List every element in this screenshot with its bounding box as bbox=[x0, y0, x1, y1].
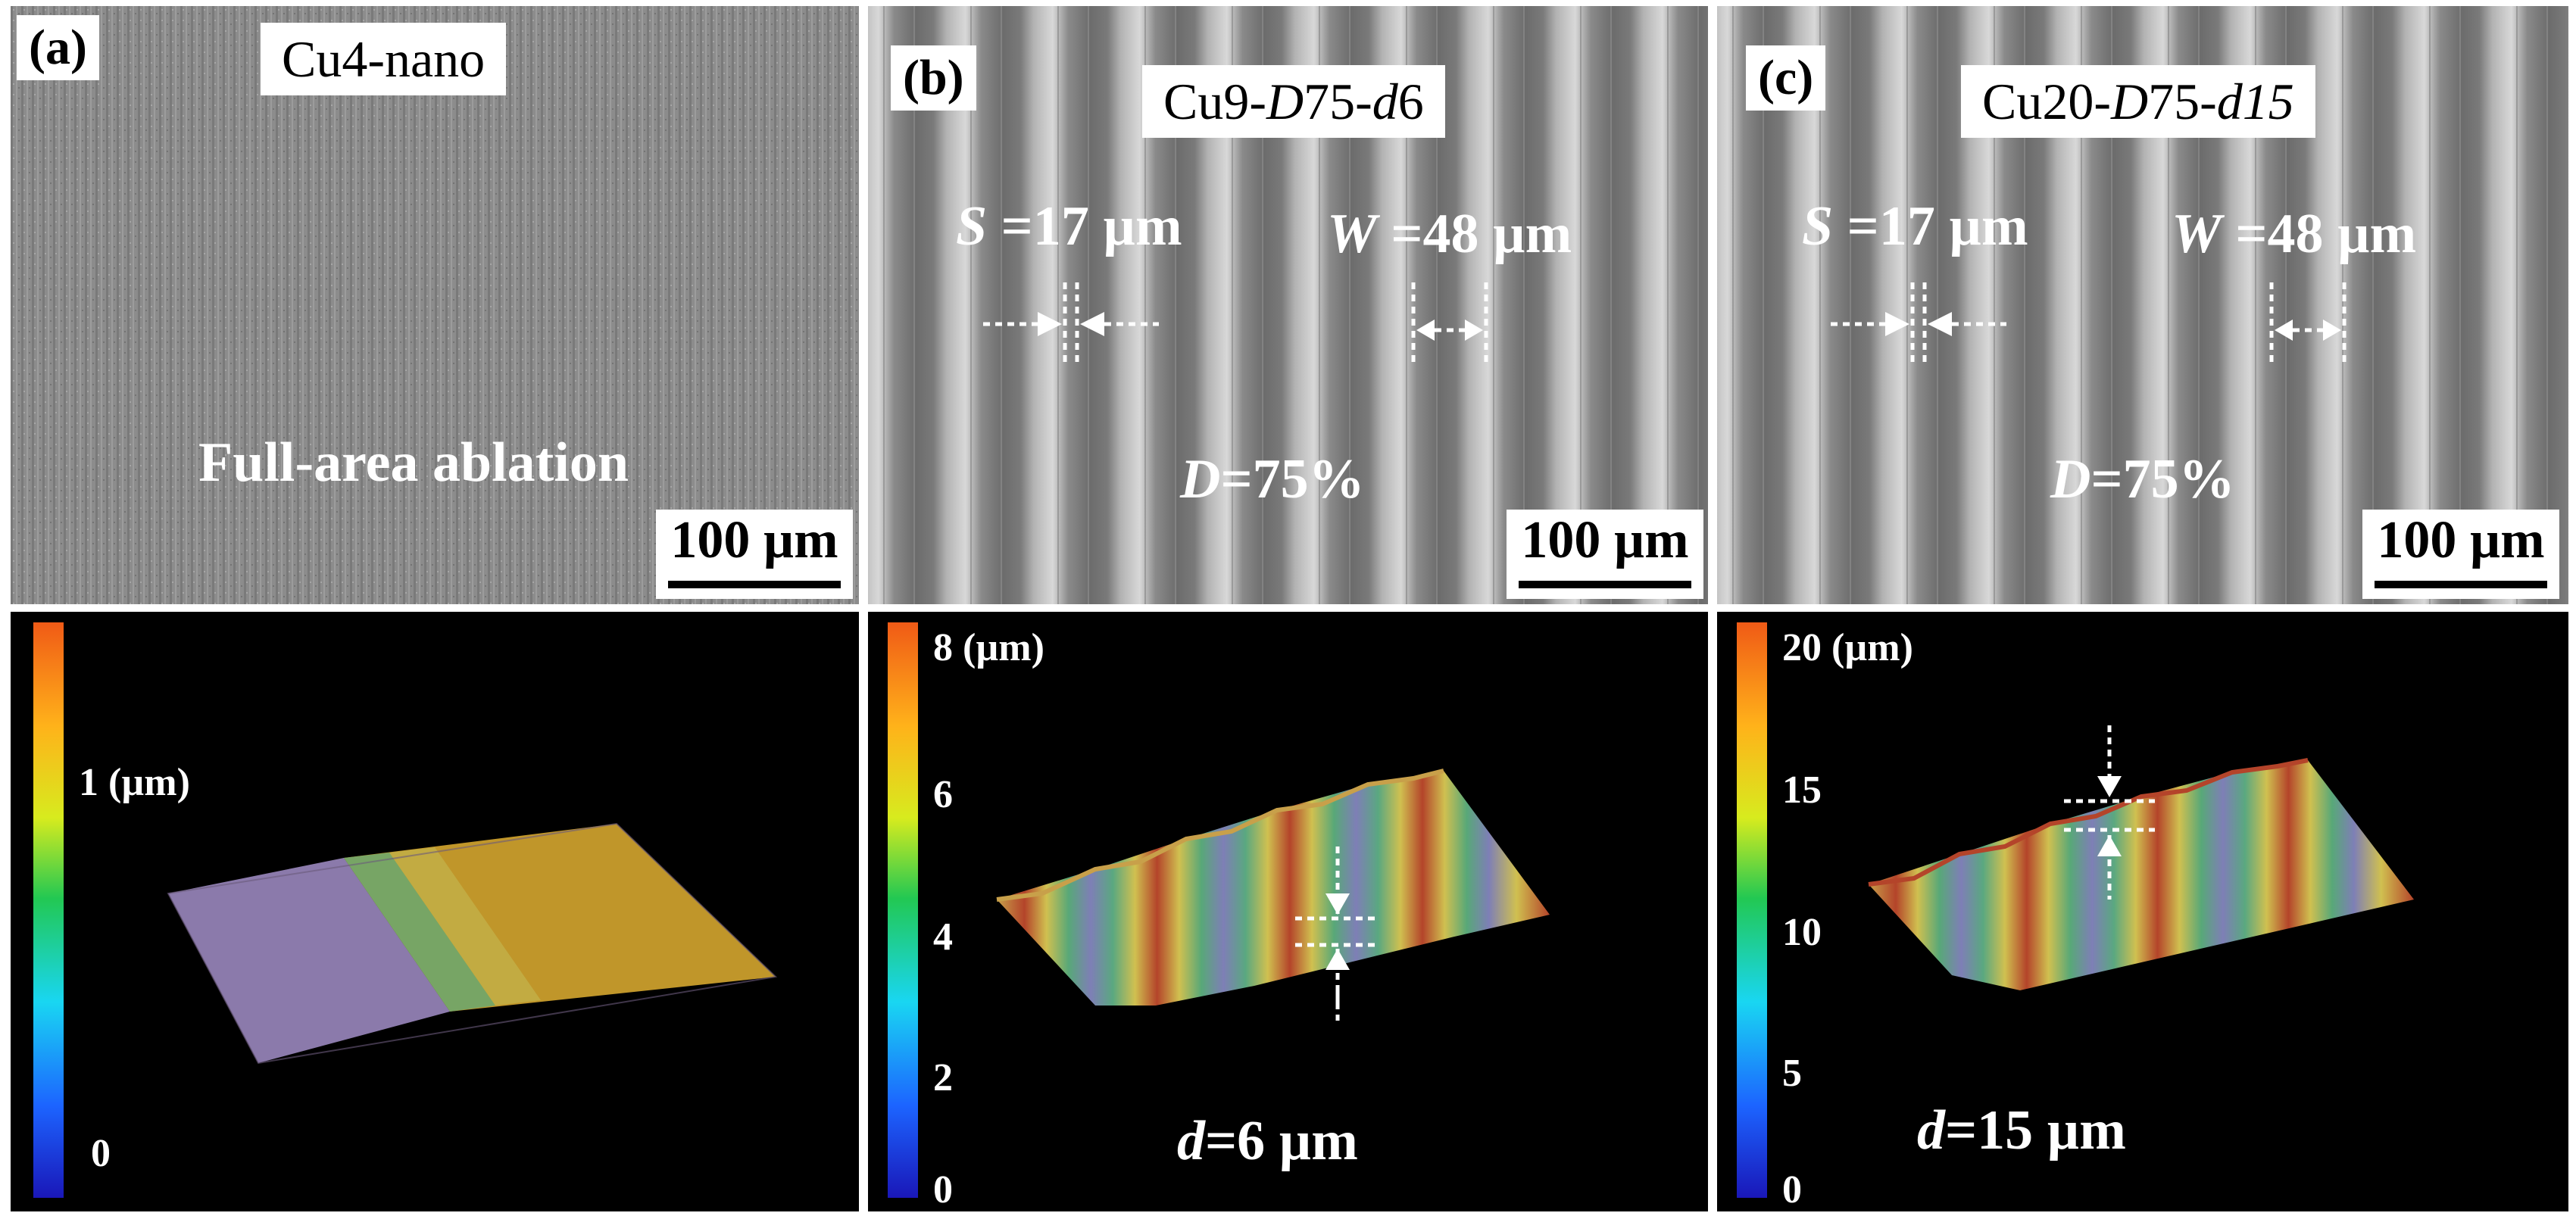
panel-label-c: (c) bbox=[1746, 45, 1826, 111]
width-label-c: W =48 µm bbox=[2172, 206, 2416, 262]
scale-bar-a: 100 µm bbox=[656, 510, 853, 599]
colorbar-c-tick-5: 5 bbox=[1782, 1052, 1802, 1095]
colorbar-a-tick-0: 0 bbox=[91, 1132, 111, 1175]
colorbar-c-tick-15: 15 bbox=[1782, 769, 1822, 812]
scale-bar-line-b bbox=[1519, 581, 1691, 588]
width-symbol-b: W bbox=[1327, 203, 1377, 265]
colorbar-b bbox=[888, 622, 918, 1198]
width-value-b: =48 µm bbox=[1376, 203, 1572, 265]
colorbar-c-tick-20: 20 (µm) bbox=[1782, 626, 1913, 669]
sample-title-b-suffix: 6 bbox=[1397, 73, 1424, 130]
panel-label-b: (b) bbox=[891, 45, 976, 111]
sample-title-c: Cu20-D75-d15 bbox=[1961, 65, 2315, 138]
spacing-value-c: =17 µm bbox=[1833, 195, 2028, 257]
colorbar-a bbox=[33, 622, 64, 1198]
width-value-c: =48 µm bbox=[2221, 203, 2417, 265]
sample-title-c-prefix: Cu20- bbox=[1982, 73, 2111, 130]
scale-bar-c: 100 µm bbox=[2362, 510, 2559, 599]
sem-panel-c: (c) Cu20-D75-d15 S =17 µm W =48 µm D=75%… bbox=[1717, 6, 2568, 604]
spacing-symbol-c: S bbox=[1802, 195, 1834, 257]
scale-bar-line-a bbox=[668, 581, 841, 588]
height-map-b: 8 (µm) 6 4 2 0 d=6 µm bbox=[868, 612, 1708, 1211]
colorbar-b-tick-8: 8 (µm) bbox=[933, 626, 1044, 669]
scale-bar-label-b: 100 µm bbox=[1521, 511, 1689, 569]
surface-plot-c bbox=[1868, 725, 2414, 990]
spacing-label-c: S =17 µm bbox=[1802, 198, 2028, 254]
surface-plot-a bbox=[167, 822, 778, 1065]
duty-label-c: D=75% bbox=[2050, 451, 2235, 507]
colorbar-b-tick-4: 4 bbox=[933, 915, 953, 959]
depth-value-c: =15 µm bbox=[1945, 1099, 2126, 1161]
colorbar-b-tick-2: 2 bbox=[933, 1056, 953, 1099]
depth-value-b: =6 µm bbox=[1205, 1110, 1358, 1172]
height-map-a: 1 (µm) 0 bbox=[11, 612, 859, 1211]
colorbar-b-tick-0: 0 bbox=[933, 1168, 953, 1211]
sample-title-b-d: d bbox=[1372, 73, 1398, 130]
sem-panel-a: (a) Cu4-nano Full-area ablation 100 µm bbox=[11, 6, 859, 604]
colorbar-a-tick-top: 1 (µm) bbox=[79, 761, 190, 804]
scale-bar-label-c: 100 µm bbox=[2377, 511, 2545, 569]
width-label-b: W =48 µm bbox=[1327, 206, 1572, 262]
duty-symbol-c: D bbox=[2050, 448, 2091, 510]
sample-title-b: Cu9-D75-d6 bbox=[1142, 65, 1445, 138]
sample-title-b-D: D bbox=[1266, 73, 1304, 130]
depth-label-c: d=15 µm bbox=[1917, 1102, 2126, 1158]
width-symbol-c: W bbox=[2172, 203, 2222, 265]
sample-title-b-prefix: Cu9- bbox=[1163, 73, 1266, 130]
colorbar-c-tick-10: 10 bbox=[1782, 911, 1822, 954]
depth-symbol-b: d bbox=[1177, 1110, 1205, 1172]
sample-title-c-mid: 75- bbox=[2148, 73, 2217, 130]
scale-bar-line-c bbox=[2375, 581, 2547, 588]
duty-symbol-b: D bbox=[1180, 448, 1221, 510]
duty-value-c: =75% bbox=[2090, 448, 2235, 510]
depth-label-b: d=6 µm bbox=[1177, 1113, 1358, 1169]
sem-panel-b: (b) Cu9-D75-d6 S =17 µm W =48 µm D=75% 1… bbox=[868, 6, 1708, 604]
sample-title-c-d: d15 bbox=[2216, 73, 2294, 130]
scale-bar-b: 100 µm bbox=[1507, 510, 1703, 599]
panel-label-a: (a) bbox=[17, 15, 99, 80]
spacing-label-b: S =17 µm bbox=[956, 198, 1182, 254]
colorbar-b-tick-6: 6 bbox=[933, 773, 953, 816]
sample-title-b-mid: 75- bbox=[1304, 73, 1372, 130]
full-area-ablation-label: Full-area ablation bbox=[198, 432, 629, 494]
duty-label-b: D=75% bbox=[1180, 451, 1365, 507]
colorbar-c-tick-0: 0 bbox=[1782, 1168, 1802, 1211]
sample-title-c-D: D bbox=[2111, 73, 2149, 130]
surface-plot-b bbox=[996, 769, 1550, 1021]
sample-title-a: Cu4-nano bbox=[261, 23, 507, 95]
spacing-symbol-b: S bbox=[956, 195, 988, 257]
sem-texture-a bbox=[11, 6, 859, 604]
duty-value-b: =75% bbox=[1220, 448, 1365, 510]
spacing-value-b: =17 µm bbox=[987, 195, 1182, 257]
scale-bar-label-a: 100 µm bbox=[670, 511, 838, 569]
depth-symbol-c: d bbox=[1917, 1099, 1945, 1161]
colorbar-c bbox=[1737, 622, 1767, 1198]
height-map-c: 20 (µm) 15 10 5 0 d=15 µm bbox=[1717, 612, 2568, 1211]
